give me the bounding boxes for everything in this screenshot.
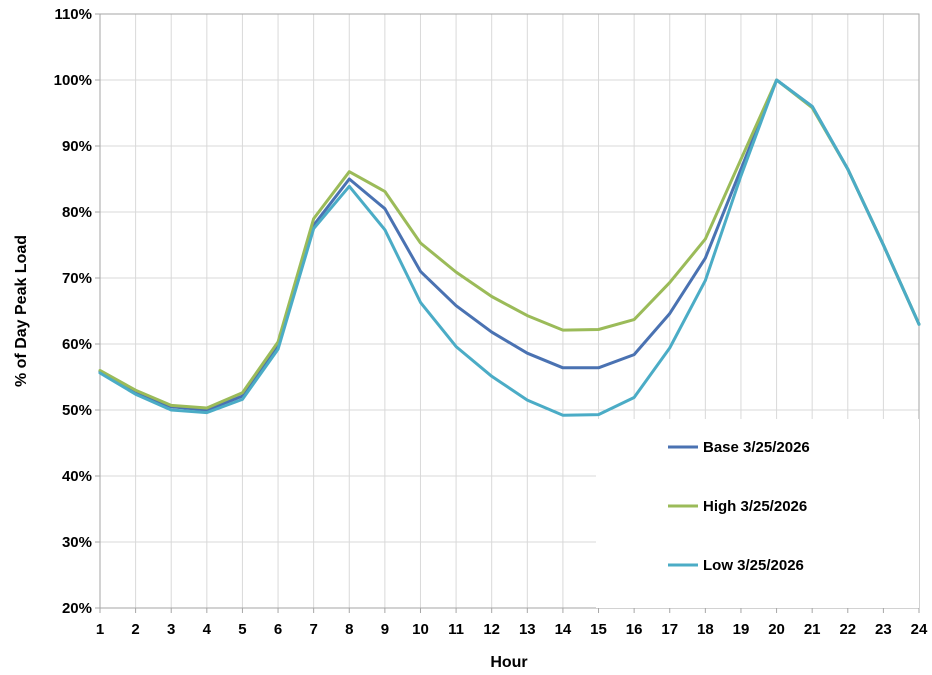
x-tick-label: 17	[661, 621, 678, 638]
legend-label-0: Base 3/25/2026	[703, 439, 810, 456]
y-tick-label: 80%	[62, 204, 92, 221]
x-tick-label: 4	[203, 621, 212, 638]
x-tick-label: 11	[448, 621, 464, 638]
x-tick-label: 21	[804, 621, 821, 638]
y-tick-label: 70%	[62, 270, 92, 287]
x-tick-label: 18	[697, 621, 714, 638]
x-axis-title: Hour	[490, 654, 527, 671]
x-tick-label: 9	[381, 621, 389, 638]
y-axis-title: % of Day Peak Load	[13, 235, 30, 387]
x-tick-label: 14	[555, 621, 572, 638]
x-tick-label: 6	[274, 621, 282, 638]
x-tick-label: 1	[96, 621, 104, 638]
x-tick-label: 22	[839, 621, 856, 638]
x-tick-label: 16	[626, 621, 643, 638]
y-tick-label: 40%	[62, 468, 92, 485]
x-tick-label: 13	[519, 621, 536, 638]
plot-area-border	[99, 13, 920, 609]
y-tick-label: 50%	[62, 402, 92, 419]
tick-labels: 20%30%40%50%60%70%80%90%100%110%1 2 3 4 5 6 7 8…	[54, 6, 928, 638]
legend-background	[596, 419, 919, 608]
legend-label-2: Low 3/25/2026	[703, 557, 804, 574]
series-line-2	[98, 78, 921, 417]
y-tick-label: 20%	[62, 600, 92, 617]
y-tick-label: 30%	[62, 534, 92, 551]
x-tick-label: 19	[733, 621, 750, 638]
legend: Base 3/25/2026 High 3/25/2026 Low 3/25/202…	[596, 419, 919, 608]
y-tick-label: 100%	[54, 72, 92, 89]
series-lines	[98, 78, 921, 417]
x-tick-label: 24	[911, 621, 928, 638]
y-tick-label: 110%	[54, 6, 92, 23]
x-tick-label: 3	[167, 621, 175, 638]
x-tick-label: 12	[483, 621, 500, 638]
legend-label-1: High 3/25/2026	[703, 498, 807, 515]
x-tick-label: 2	[131, 621, 139, 638]
x-tick-label: 10	[412, 621, 429, 638]
x-tick-label: 23	[875, 621, 892, 638]
x-tick-label: 7	[309, 621, 317, 638]
x-tick-label: 5	[238, 621, 246, 638]
y-tick-label: 60%	[62, 336, 92, 353]
x-tick-label: 15	[590, 621, 607, 638]
x-tick-label: 8	[345, 621, 353, 638]
y-tick-label: 90%	[62, 138, 92, 155]
x-tick-label: 20	[768, 621, 785, 638]
